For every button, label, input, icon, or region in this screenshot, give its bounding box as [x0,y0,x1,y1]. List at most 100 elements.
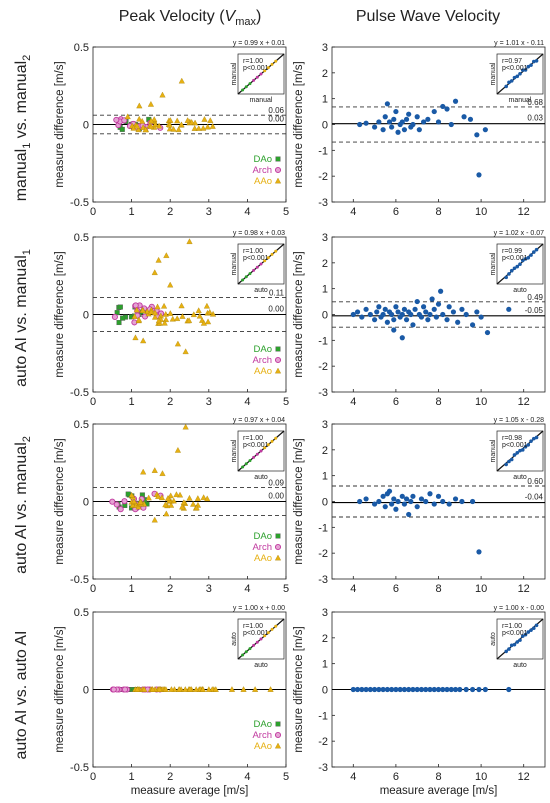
inset-point [529,628,533,632]
inset-point [259,262,263,266]
inset-xlabel: auto [254,287,268,294]
data-point [469,498,476,505]
inset-p: p<0.001 [243,65,269,72]
inset-equation: y = 0.99 x + 0.01 [233,40,285,47]
data-point [410,686,416,693]
marker-aao [128,491,135,498]
marker-aao [274,367,282,374]
data-point [391,317,397,323]
legend-label-dao: DAo [254,344,272,355]
data-point [444,106,450,112]
marker-dao [275,533,281,539]
data-point [420,304,427,310]
data-point [389,686,395,693]
inset-ylabel: manual [490,439,497,462]
marker-aao [200,319,207,326]
marker-aao [148,123,155,130]
data-point [401,501,408,507]
marker-aao [204,318,212,325]
data-point [393,686,399,693]
marker-aao [155,493,162,499]
marker-aao [151,116,158,122]
inset-xlabel: manual [250,97,273,104]
y-axis-label: measure difference [m/s] [54,251,66,377]
marker-aao [164,495,172,501]
marker-arch [109,498,116,505]
marker-aao [158,494,165,501]
data-point [423,309,429,315]
marker-aao [173,491,180,497]
inset-point [534,59,539,63]
inset-point [507,459,511,464]
marker-aao [162,310,169,317]
marker-dao [119,126,125,132]
marker-aao [139,307,146,313]
data-point [389,311,395,318]
mean-label: 0.00 [268,115,284,124]
upper-loa-label: 0.49 [527,293,543,302]
data-point [395,129,401,135]
mean-label: 0.03 [527,114,543,123]
x-tick-label: 4 [350,771,356,783]
data-point [384,101,390,107]
marker-aao [133,122,141,129]
data-point [452,98,459,104]
data-point [438,288,444,294]
x-tick-label: 5 [283,583,289,595]
x-tick-label: 1 [129,583,135,595]
marker-aao [167,310,174,316]
inset-point [266,256,270,260]
data-point [414,686,420,693]
upper-loa-label: 0.68 [527,98,543,107]
inset-point [507,647,511,651]
data-point [363,496,369,502]
data-point [418,496,425,502]
x-tick-label: 10 [475,206,487,218]
data-point [350,686,356,693]
inset-point [266,631,270,635]
data-point [446,304,452,310]
data-point [418,686,425,693]
y-tick-label: -0.5 [70,197,89,209]
y-tick-label: 0 [83,310,89,322]
inset-p: p<0.001 [243,630,269,637]
data-point [444,317,450,323]
marker-aao [161,319,168,326]
data-point [440,311,446,318]
data-point [435,301,442,307]
marker-aao [169,315,176,322]
data-point [427,491,433,497]
y-tick-label: 1 [322,471,328,483]
marker-aao [252,686,259,692]
inset-r: r=1.00 [243,58,263,65]
inset-point [255,640,259,644]
inset-p: p<0.001 [243,442,269,449]
legend-label-aao: AAo [254,366,272,377]
y-tick-label: 2 [322,258,328,270]
data-point [469,686,476,693]
inset-point [526,630,531,634]
inset-p: p<0.001 [502,442,528,449]
x-tick-label: 5 [283,206,289,218]
marker-arch [113,116,120,123]
mean-label: 0.00 [268,492,284,501]
data-point [457,686,463,693]
x-tick-label: 6 [393,396,399,408]
inset-point [526,443,531,447]
marker-aao [166,121,173,128]
marker-aao [151,313,159,320]
row-label-4: auto AI vs. auto AI [13,631,30,760]
data-point [403,496,410,502]
row-label-2: auto AI vs. manual1 [13,249,33,387]
marker-aao [168,686,175,692]
data-point [478,314,484,320]
inset-point [532,626,536,631]
mean-label: 0.00 [268,305,284,314]
data-point [374,309,380,315]
marker-aao [149,686,156,692]
